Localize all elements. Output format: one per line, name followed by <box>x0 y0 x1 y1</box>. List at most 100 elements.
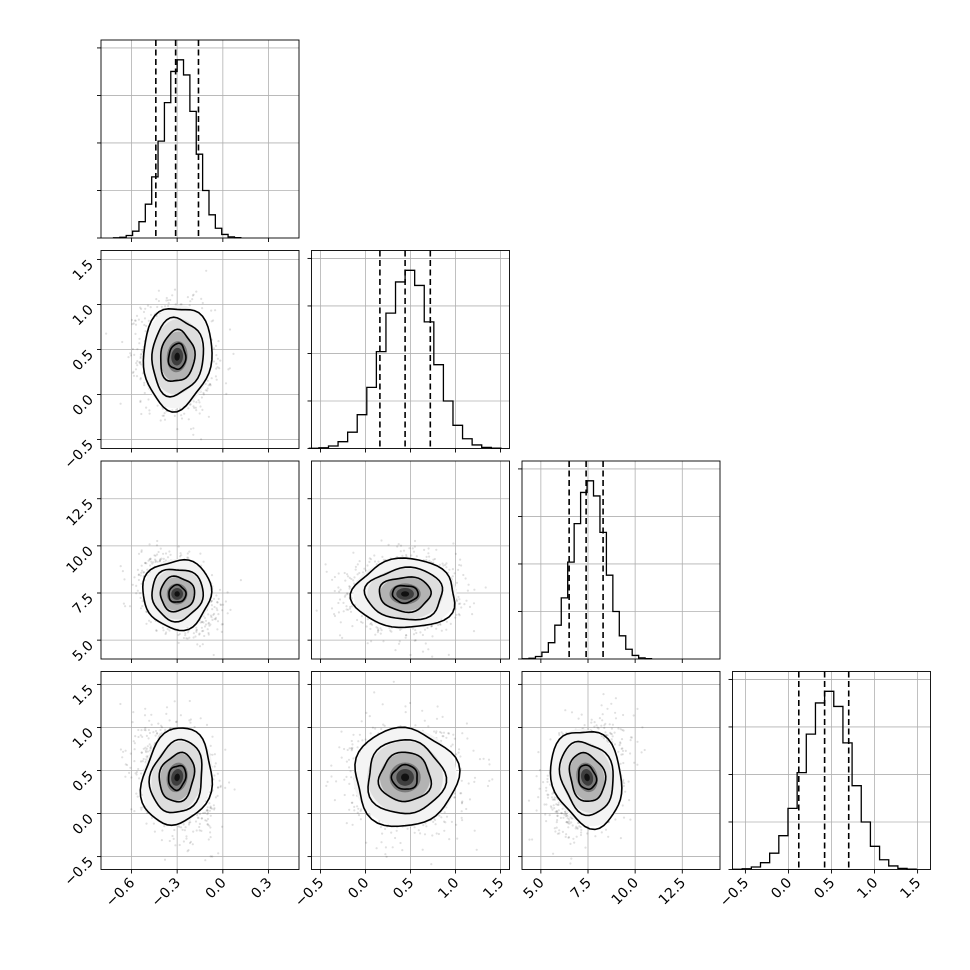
scatter-point <box>531 838 534 841</box>
scatter-point <box>406 827 409 830</box>
scatter-point <box>384 853 387 856</box>
scatter-point <box>455 753 458 756</box>
scatter-point <box>354 565 357 569</box>
scatter-point <box>214 796 217 799</box>
scatter-point <box>340 756 343 759</box>
scatter-point <box>146 568 149 571</box>
scatter-point <box>488 779 491 783</box>
scatter-point <box>124 605 127 608</box>
scatter-point <box>569 842 572 846</box>
scatter-point <box>380 841 383 844</box>
scatter-point <box>212 319 215 322</box>
scatter-point <box>467 782 470 785</box>
scatter-point <box>228 367 231 370</box>
scatter-point <box>442 731 446 734</box>
scatter-point <box>200 297 203 300</box>
scatter-point <box>180 303 183 306</box>
scatter-point <box>164 552 168 555</box>
scatter-point <box>488 763 491 766</box>
scatter-point <box>555 826 558 829</box>
scatter-point <box>178 632 181 636</box>
scatter-point <box>186 631 190 634</box>
scatter-point <box>141 760 144 763</box>
scatter-point <box>199 621 202 624</box>
scatter-point <box>629 752 632 755</box>
scatter-point <box>346 593 349 596</box>
scatter-point <box>203 634 206 638</box>
scatter-point <box>156 404 159 407</box>
scatter-point <box>478 758 482 761</box>
scatter-point <box>431 655 434 658</box>
scatter-point <box>468 605 472 609</box>
x-tick-label: −0.3 <box>149 875 184 910</box>
scatter-point <box>427 552 430 555</box>
scatter-point <box>614 711 617 714</box>
scatter-point <box>140 808 143 811</box>
scatter-point <box>209 814 212 817</box>
scatter-point <box>458 563 461 567</box>
scatter-point <box>596 726 599 729</box>
scatter-point <box>375 626 378 629</box>
scatter-point <box>337 611 340 614</box>
scatter-point <box>206 628 209 631</box>
scatter-point <box>147 737 150 740</box>
scatter-point <box>438 814 441 817</box>
scatter-point <box>457 613 461 616</box>
scatter-point <box>404 711 407 714</box>
scatter-point <box>169 553 172 556</box>
scatter-point <box>435 627 438 630</box>
panel-frame <box>521 460 721 660</box>
scatter-point <box>221 623 224 626</box>
scatter-point <box>140 320 144 323</box>
scatter-point <box>133 748 136 751</box>
scatter-point <box>145 324 148 328</box>
scatter-point <box>139 355 142 358</box>
scatter-point <box>352 551 355 554</box>
scatter-point <box>405 634 408 637</box>
scatter-point <box>141 735 144 739</box>
panel-content <box>101 461 299 659</box>
scatter-point <box>179 303 182 306</box>
scatter-point <box>453 792 456 795</box>
scatter-point <box>443 820 446 823</box>
scatter-point <box>598 717 602 720</box>
scatter-point <box>183 412 186 415</box>
scatter-point <box>139 377 142 380</box>
scatter-point <box>177 545 180 548</box>
scatter-point <box>195 401 198 404</box>
scatter-point <box>213 765 216 768</box>
contour-line <box>159 328 196 382</box>
scatter-point <box>535 809 538 812</box>
scatter-point <box>144 561 147 565</box>
histogram-bars-2 <box>521 480 653 660</box>
scatter-point <box>442 564 445 567</box>
scatter-point <box>381 703 384 706</box>
scatter-point <box>150 723 153 726</box>
scatter-point <box>486 784 490 788</box>
scatter-point <box>390 630 393 633</box>
scatter-point <box>210 309 213 312</box>
scatter-point <box>395 829 398 832</box>
scatter-point <box>624 790 627 793</box>
scatter-point <box>621 728 624 732</box>
scatter-point <box>193 725 196 729</box>
scatter-point <box>405 634 408 637</box>
scatter-point <box>161 626 164 629</box>
scatter-point <box>576 827 579 830</box>
scatter-point <box>369 623 372 626</box>
scatter-point <box>187 407 190 410</box>
scatter-point <box>162 629 165 632</box>
scatter-point <box>347 758 351 761</box>
scatter-point <box>140 352 143 355</box>
scatter-point <box>136 348 139 351</box>
scatter-point <box>556 814 559 817</box>
scatter-point <box>451 568 454 571</box>
scatter-point <box>343 595 346 598</box>
scatter-point <box>144 749 147 752</box>
scatter-point <box>622 761 625 765</box>
y-tick-label: 0.5 <box>70 768 97 795</box>
scatter-point <box>373 560 377 563</box>
scatter-point <box>160 724 163 727</box>
scatter-point <box>455 581 459 584</box>
scatter-point <box>142 571 146 574</box>
